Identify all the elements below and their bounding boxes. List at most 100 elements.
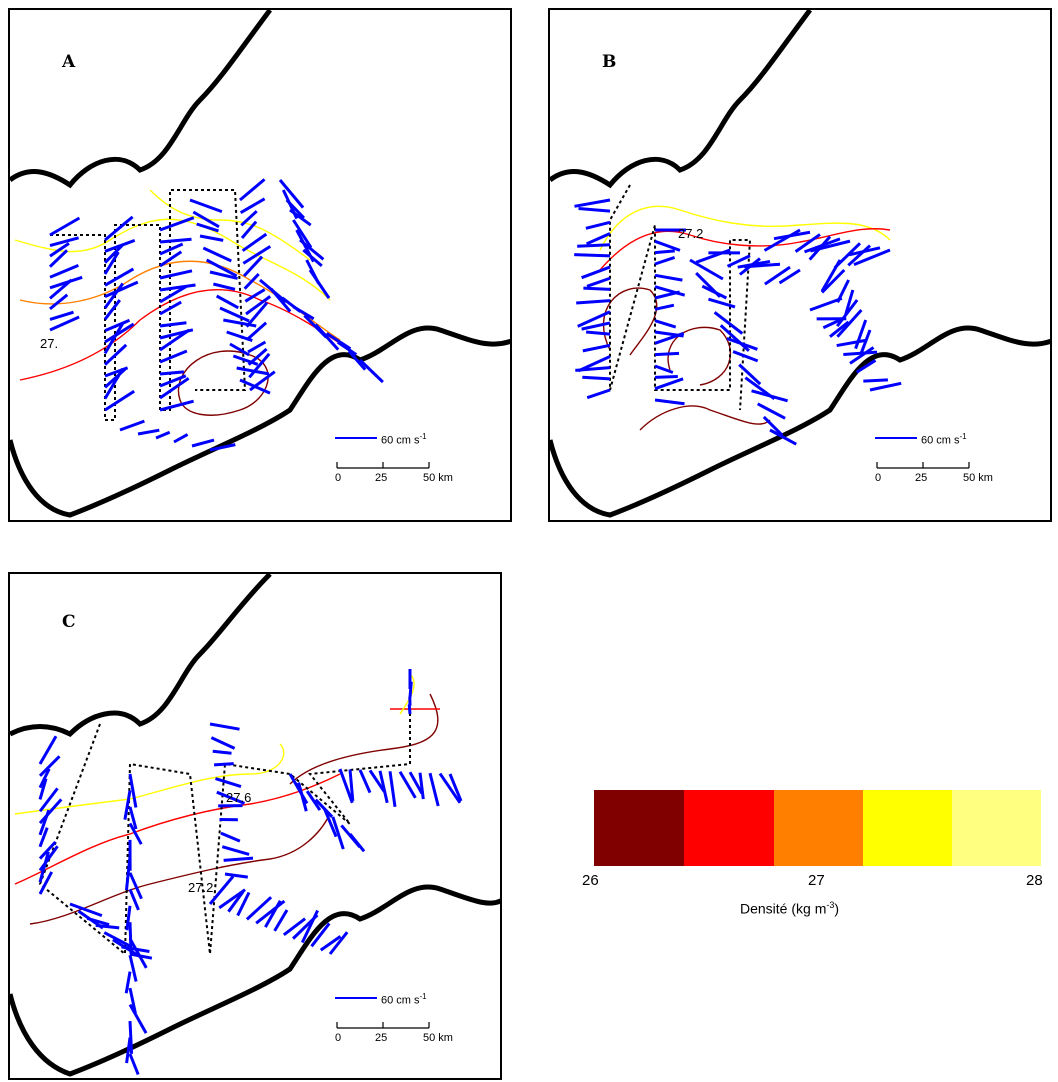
current-vector bbox=[221, 845, 250, 856]
current-vector bbox=[104, 280, 139, 299]
current-vector bbox=[319, 935, 342, 952]
current-vector bbox=[264, 899, 282, 928]
current-vector bbox=[125, 856, 132, 891]
current-vector bbox=[125, 1037, 132, 1064]
current-vector bbox=[654, 285, 686, 297]
current-vector bbox=[209, 722, 240, 731]
colorbar-tick: 28 bbox=[1026, 872, 1043, 889]
current-vector bbox=[248, 352, 271, 379]
current-vector bbox=[245, 301, 269, 328]
current-vector bbox=[49, 275, 83, 290]
speed-scale-label: 60 cm s-1 bbox=[381, 992, 427, 1007]
current-vector bbox=[398, 770, 417, 799]
current-vector bbox=[328, 931, 349, 955]
current-vector bbox=[128, 1053, 140, 1076]
distance-tick: 25 bbox=[375, 1032, 388, 1044]
current-vector bbox=[210, 736, 236, 750]
current-vector bbox=[654, 375, 678, 379]
colorbar-tick: 26 bbox=[582, 872, 599, 889]
north-coastline bbox=[10, 574, 272, 738]
current-vector bbox=[269, 287, 292, 313]
ship-track bbox=[38, 694, 411, 957]
current-vector bbox=[38, 768, 51, 789]
current-vector bbox=[853, 248, 891, 266]
current-vector bbox=[574, 198, 611, 208]
current-vector bbox=[38, 840, 57, 860]
current-vector bbox=[282, 917, 307, 936]
speed-scale-label: 60 cm s-1 bbox=[921, 432, 967, 447]
current-vector bbox=[737, 259, 771, 269]
current-vector bbox=[575, 366, 611, 372]
current-vector bbox=[128, 922, 133, 955]
current-vector bbox=[241, 232, 268, 252]
current-vector bbox=[103, 322, 125, 355]
distance-tick: 0 bbox=[335, 1032, 342, 1044]
current-vector bbox=[336, 340, 358, 356]
current-vector bbox=[196, 222, 219, 233]
current-vector bbox=[713, 311, 744, 335]
current-vector bbox=[701, 284, 728, 300]
current-vectors bbox=[574, 198, 902, 446]
current-vector bbox=[159, 377, 190, 400]
current-vector bbox=[173, 433, 189, 444]
current-vectors bbox=[38, 669, 463, 1076]
current-vector bbox=[407, 704, 412, 715]
current-vector bbox=[347, 350, 367, 371]
current-vector bbox=[104, 267, 135, 287]
current-vector bbox=[585, 330, 611, 336]
current-vector bbox=[338, 768, 354, 804]
current-vector bbox=[843, 350, 878, 356]
scale-bars-b bbox=[875, 437, 970, 469]
map-c-canvas: 27.6 27.2 bbox=[10, 574, 500, 1077]
current-vector bbox=[38, 809, 51, 836]
current-vector bbox=[744, 262, 781, 269]
colorbar-swatch bbox=[952, 790, 1041, 866]
current-vector bbox=[348, 833, 366, 853]
current-vector bbox=[829, 320, 850, 338]
current-vector bbox=[220, 831, 241, 843]
current-vector bbox=[38, 827, 49, 848]
current-vector bbox=[128, 822, 143, 845]
current-vector bbox=[585, 232, 611, 246]
current-vector bbox=[49, 236, 79, 248]
current-vector bbox=[69, 902, 103, 918]
south-coastline bbox=[550, 325, 1050, 518]
current-vector bbox=[103, 343, 128, 366]
current-vector bbox=[38, 755, 61, 777]
current-vector bbox=[159, 242, 184, 256]
current-vector bbox=[689, 258, 724, 281]
current-vector bbox=[223, 318, 257, 328]
current-vector bbox=[576, 299, 611, 305]
south-coastline bbox=[10, 884, 500, 1077]
current-vectors bbox=[48, 178, 384, 452]
current-vector bbox=[586, 276, 611, 288]
current-vector bbox=[223, 856, 254, 862]
current-vector bbox=[95, 923, 120, 930]
scale-bars-a bbox=[335, 437, 430, 469]
contour-label-c1: 27.6 bbox=[226, 790, 251, 805]
current-vector bbox=[209, 443, 236, 452]
current-vector bbox=[159, 349, 188, 364]
current-vector bbox=[215, 294, 240, 310]
map-b-canvas: 27.2 bbox=[550, 10, 1050, 518]
speed-scale-label: 60 cm s-1 bbox=[381, 432, 427, 447]
colorbar-tick: 27 bbox=[808, 872, 825, 889]
current-vector bbox=[314, 798, 334, 818]
current-vector bbox=[123, 790, 132, 820]
current-vector bbox=[236, 891, 251, 917]
current-vector bbox=[86, 916, 110, 927]
current-vector bbox=[859, 329, 872, 354]
current-vector bbox=[273, 909, 289, 932]
current-vector bbox=[159, 237, 192, 244]
current-vector bbox=[128, 872, 143, 900]
current-vector bbox=[654, 364, 674, 374]
current-vector bbox=[245, 295, 272, 316]
current-vector bbox=[128, 1020, 134, 1054]
current-vector bbox=[159, 300, 182, 316]
current-vector bbox=[577, 310, 611, 328]
current-vector bbox=[314, 323, 340, 351]
current-vector bbox=[212, 282, 236, 291]
current-vector bbox=[581, 265, 611, 280]
current-vector bbox=[219, 306, 250, 323]
current-vector bbox=[159, 269, 193, 280]
